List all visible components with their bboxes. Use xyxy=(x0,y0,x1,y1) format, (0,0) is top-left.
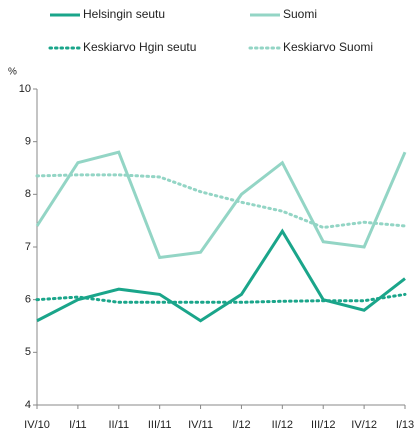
x-tick-label: I/11 xyxy=(69,419,87,431)
x-tick-label: III/12 xyxy=(311,419,335,431)
y-axis-label: % xyxy=(8,67,17,78)
x-tick-label: II/11 xyxy=(108,419,129,431)
y-tick-label: 5 xyxy=(25,346,31,358)
legend-label: Keskiarvo Suomi xyxy=(283,40,373,54)
x-tick-label: IV/10 xyxy=(24,419,50,431)
x-tick-label: IV/12 xyxy=(351,419,377,431)
x-tick-label: I/13 xyxy=(396,419,414,431)
legend-label: Suomi xyxy=(283,7,317,21)
x-tick-label: I/12 xyxy=(232,419,250,431)
legend-label: Keskiarvo Hgin seutu xyxy=(83,40,196,54)
series-line xyxy=(35,292,407,304)
y-tick-label: 8 xyxy=(25,188,31,200)
y-tick-label: 7 xyxy=(25,241,31,253)
y-tick-label: 6 xyxy=(25,294,31,306)
legend-label: Helsingin seutu xyxy=(83,7,165,21)
y-tick-label: 9 xyxy=(25,136,31,148)
x-tick-label: III/11 xyxy=(148,419,172,431)
series-line xyxy=(36,228,406,323)
series-line xyxy=(35,173,407,230)
x-tick-label: IV/11 xyxy=(188,419,213,431)
y-tick-label: 10 xyxy=(19,83,31,95)
y-tick-label: 4 xyxy=(25,399,31,411)
x-tick-label: II/12 xyxy=(272,419,293,431)
series-line xyxy=(35,150,407,260)
